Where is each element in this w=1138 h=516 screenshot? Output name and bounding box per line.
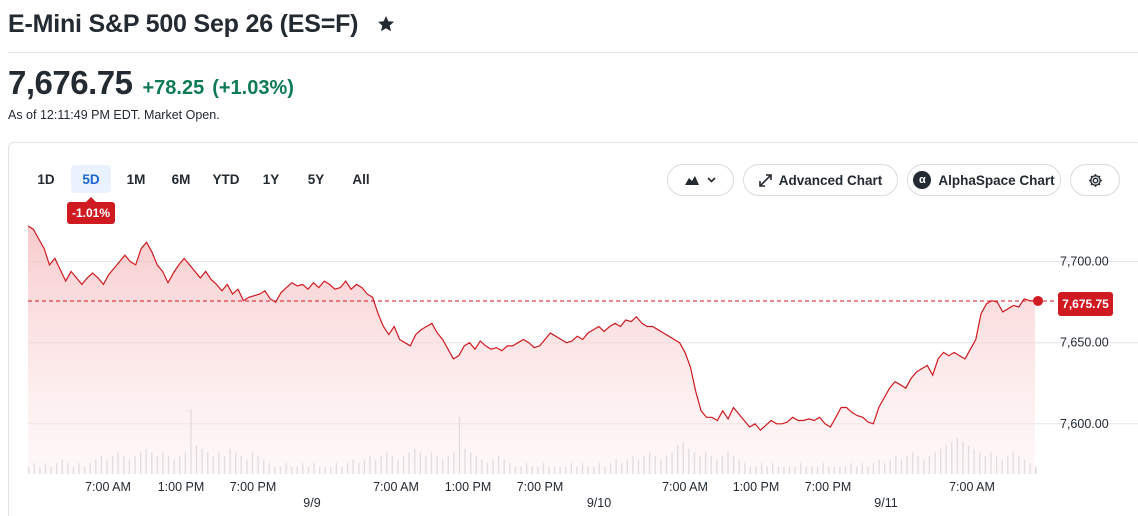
x-time-label: 1:00 PM: [158, 480, 205, 494]
x-time-label: 7:00 PM: [805, 480, 852, 494]
x-time-label: 7:00 AM: [85, 480, 131, 494]
quote-timestamp: As of 12:11:49 PM EDT. Market Open.: [8, 108, 220, 122]
x-date-label: 9/10: [587, 496, 611, 510]
chevron-down-icon: [707, 177, 716, 183]
price-line: [27, 225, 1036, 432]
chart-card: [8, 142, 1138, 516]
x-time-label: 7:00 AM: [662, 480, 708, 494]
range-1y[interactable]: 1Y: [262, 171, 280, 187]
gear-icon: [1088, 173, 1103, 188]
star-icon[interactable]: [376, 14, 396, 34]
last-price-label: 7,675.75: [1058, 292, 1113, 316]
y-tick-label: 7,600.00: [1060, 417, 1109, 431]
range-selector: 1D 5D 1M 6M YTD 1Y 5Y All: [26, 165, 386, 193]
volume-bar: [1035, 466, 1037, 474]
alphaspace-chart-label: AlphaSpace Chart: [938, 172, 1055, 188]
expand-icon: [758, 173, 772, 187]
quote-summary: 7,676.75 +78.25 (+1.03%): [8, 64, 294, 102]
last-price-marker: [1033, 295, 1043, 306]
chart-settings-button[interactable]: [1070, 164, 1120, 196]
y-tick-label: 7,650.00: [1060, 336, 1109, 350]
range-ytd[interactable]: YTD: [212, 171, 240, 187]
range-5y[interactable]: 5Y: [307, 171, 325, 187]
x-time-label: 1:00 PM: [733, 480, 780, 494]
x-time-label: 7:00 AM: [373, 480, 419, 494]
price-area-fill: [28, 226, 1035, 474]
current-price: 7,676.75: [8, 64, 133, 101]
y-tick-label: 7,700.00: [1060, 255, 1109, 269]
alphaspace-icon: α: [913, 171, 932, 189]
x-time-label: 7:00 PM: [230, 480, 277, 494]
price-change-percent: (+1.03%): [212, 77, 294, 99]
instrument-title: E-Mini S&P 500 Sep 26 (ES=F): [8, 9, 359, 38]
chart-type-button[interactable]: [667, 164, 734, 196]
x-time-label: 7:00 PM: [517, 480, 564, 494]
header-divider: [8, 52, 1138, 53]
x-date-label: 9/11: [874, 496, 897, 510]
x-time-label: 1:00 PM: [445, 480, 492, 494]
range-5d[interactable]: 5D: [71, 165, 111, 193]
advanced-chart-button[interactable]: Advanced Chart: [743, 164, 898, 196]
page-header: E-Mini S&P 500 Sep 26 (ES=F): [8, 6, 396, 42]
advanced-chart-label: Advanced Chart: [778, 172, 883, 188]
range-1m[interactable]: 1M: [126, 171, 146, 187]
range-change-badge: -1.01%: [67, 197, 116, 224]
price-change: +78.25: [142, 77, 205, 99]
range-6m[interactable]: 6M: [171, 171, 191, 187]
x-time-label: 7:00 AM: [949, 480, 995, 494]
x-date-label: 9/9: [303, 496, 320, 510]
alphaspace-chart-button[interactable]: α AlphaSpace Chart: [907, 164, 1061, 196]
range-all[interactable]: All: [352, 171, 370, 187]
mountain-chart-icon: [685, 175, 699, 185]
range-1d[interactable]: 1D: [37, 171, 55, 187]
